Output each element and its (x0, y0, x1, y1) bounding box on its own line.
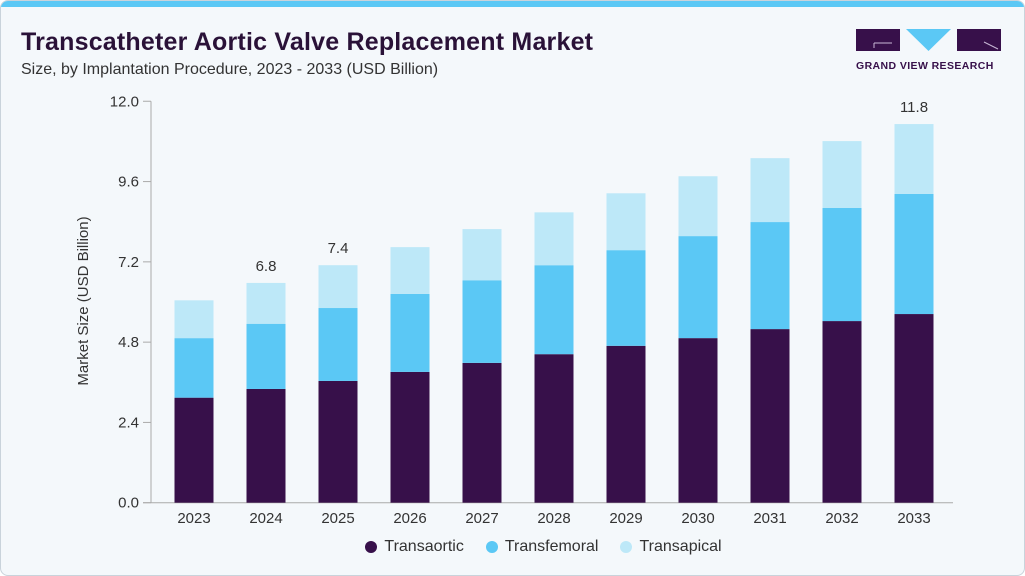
logo-text: GRAND VIEW RESEARCH (856, 60, 994, 72)
bar-segment-transapical-2028 (534, 212, 574, 266)
bar-segment-transfemoral-2026 (390, 293, 430, 372)
y-tick-label: 9.6 (118, 174, 139, 191)
bar-segment-transapical-2032 (822, 141, 862, 209)
bar-segment-transaortic-2030 (678, 338, 718, 503)
bar-segment-transfemoral-2030 (678, 236, 718, 339)
bar-segment-transapical-2030 (678, 176, 718, 237)
y-tick-label: 0.0 (118, 495, 139, 512)
bar-segment-transfemoral-2033 (894, 193, 934, 315)
data-label: 11.8 (900, 99, 928, 116)
bar-segment-transfemoral-2024 (246, 323, 286, 389)
bar-segment-transaortic-2028 (534, 354, 574, 503)
bar-segment-transaortic-2026 (390, 371, 430, 503)
x-tick-label: 2029 (609, 510, 642, 527)
bar-segment-transaortic-2025 (318, 380, 358, 503)
bar-segment-transapical-2024 (246, 282, 286, 324)
legend-dot-icon (365, 541, 378, 553)
legend-dot-icon (620, 541, 633, 553)
legend-item-transaortic: Transaortic (365, 538, 464, 556)
chart-subtitle: Size, by Implantation Procedure, 2023 - … (21, 61, 439, 78)
legend-label: Transaortic (384, 538, 464, 555)
x-tick-label: 2023 (177, 510, 210, 527)
bar-segment-transapical-2031 (750, 158, 790, 223)
y-tick-label: 4.8 (118, 334, 139, 351)
x-tick-label: 2030 (681, 510, 714, 527)
legend-label: Transfemoral (504, 538, 599, 555)
bar-segment-transaortic-2027 (462, 362, 502, 503)
x-tick-label: 2025 (321, 510, 354, 527)
x-tick-label: 2028 (537, 510, 570, 527)
legend: Transaortic Transfemoral Transapical (1, 538, 1024, 556)
bar-segment-transapical-2027 (462, 229, 502, 281)
bar-segment-transfemoral-2029 (606, 250, 646, 346)
bar-segment-transapical-2026 (390, 247, 430, 294)
bar-segment-transapical-2023 (174, 300, 214, 339)
bar-segment-transaortic-2029 (606, 345, 646, 503)
bar-segment-transfemoral-2028 (534, 265, 574, 355)
x-tick-label: 2027 (465, 510, 498, 527)
bar-segment-transaortic-2032 (822, 321, 862, 503)
legend-item-transfemoral: Transfemoral (485, 538, 599, 556)
x-tick-label: 2033 (897, 510, 930, 527)
y-tick-label: 12.0 (110, 93, 139, 110)
x-tick-label: 2032 (825, 510, 858, 527)
x-tick-label: 2031 (753, 510, 786, 527)
accent-bar (1, 1, 1024, 7)
bar-segment-transfemoral-2025 (318, 308, 358, 381)
data-label: 6.8 (256, 258, 277, 275)
bar-segment-transapical-2033 (894, 124, 934, 194)
data-label: 7.4 (328, 240, 349, 257)
legend-dot-icon (485, 541, 498, 553)
bar-segment-transfemoral-2023 (174, 338, 214, 398)
legend-label: Transapical (639, 538, 722, 555)
bar-segment-transaortic-2023 (174, 397, 214, 503)
bar-segment-transfemoral-2032 (822, 208, 862, 322)
chart-title: Transcatheter Aortic Valve Replacement M… (21, 28, 594, 56)
bar-segment-transfemoral-2031 (750, 222, 790, 330)
x-tick-label: 2026 (393, 510, 426, 527)
bar-segment-transaortic-2031 (750, 329, 790, 503)
bar-segment-transapical-2025 (318, 265, 358, 309)
bar-segment-transaortic-2033 (894, 314, 934, 503)
x-tick-label: 2024 (249, 510, 282, 527)
bar-segment-transapical-2029 (606, 193, 646, 251)
bar-segment-transaortic-2024 (246, 388, 286, 503)
y-axis-label: Market Size (USD Billion) (75, 216, 92, 385)
legend-item-transapical: Transapical (620, 538, 722, 556)
y-tick-label: 7.2 (118, 254, 139, 271)
y-tick-label: 2.4 (118, 414, 139, 431)
grand-view-research-logo (856, 29, 1001, 51)
bar-segment-transfemoral-2027 (462, 280, 502, 363)
